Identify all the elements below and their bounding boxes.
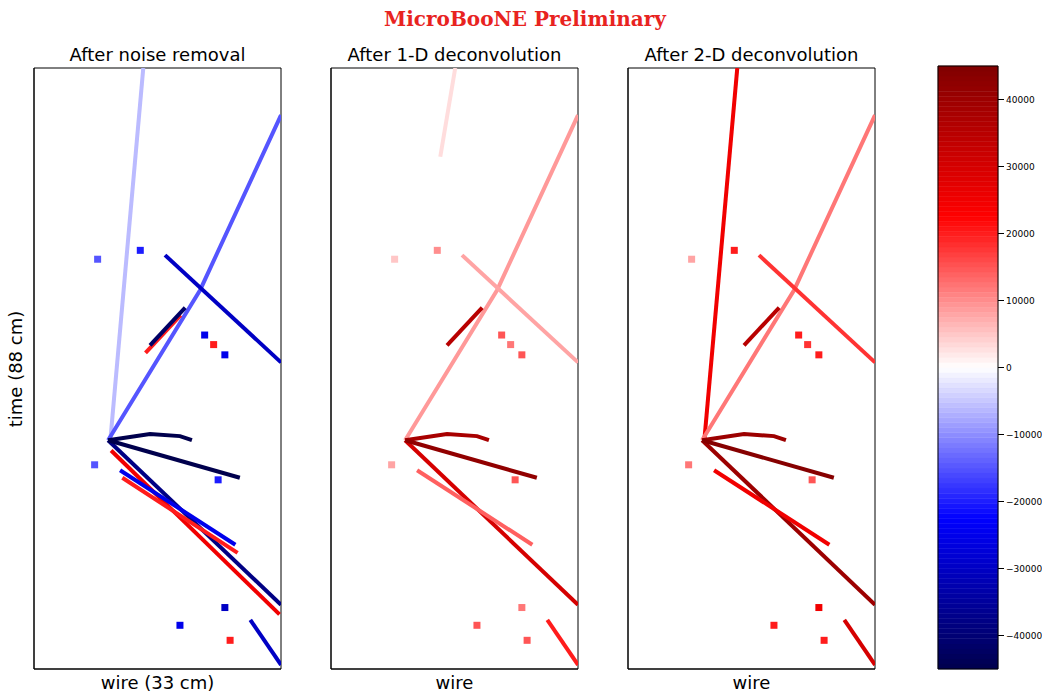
html-text:After noise removal: After noise removal [69, 44, 246, 65]
svg-text:−40000: −40000 [1006, 631, 1042, 641]
html-text:After 2-D deconvolution: After 2-D deconvolution [644, 44, 859, 65]
svg-text:10000: 10000 [1006, 296, 1035, 306]
html-text:time (88 cm): time (88 cm) [5, 310, 26, 427]
html-text:After 1-D deconvolution: After 1-D deconvolution [347, 44, 562, 65]
svg-text:30000: 30000 [1006, 162, 1035, 172]
html-text:MicroBooNE Preliminary: MicroBooNE Preliminary [384, 7, 666, 31]
svg-text:−10000: −10000 [1006, 430, 1042, 440]
html-text:wire: wire [435, 672, 474, 693]
html-text:wire (33 cm): wire (33 cm) [100, 672, 215, 693]
svg-text:−20000: −20000 [1006, 497, 1042, 507]
svg-text:0: 0 [1006, 363, 1012, 373]
svg-text:40000: 40000 [1006, 95, 1035, 105]
svg-text:20000: 20000 [1006, 229, 1035, 239]
html-text:wire: wire [732, 672, 771, 693]
svg-text:−30000: −30000 [1006, 564, 1042, 574]
